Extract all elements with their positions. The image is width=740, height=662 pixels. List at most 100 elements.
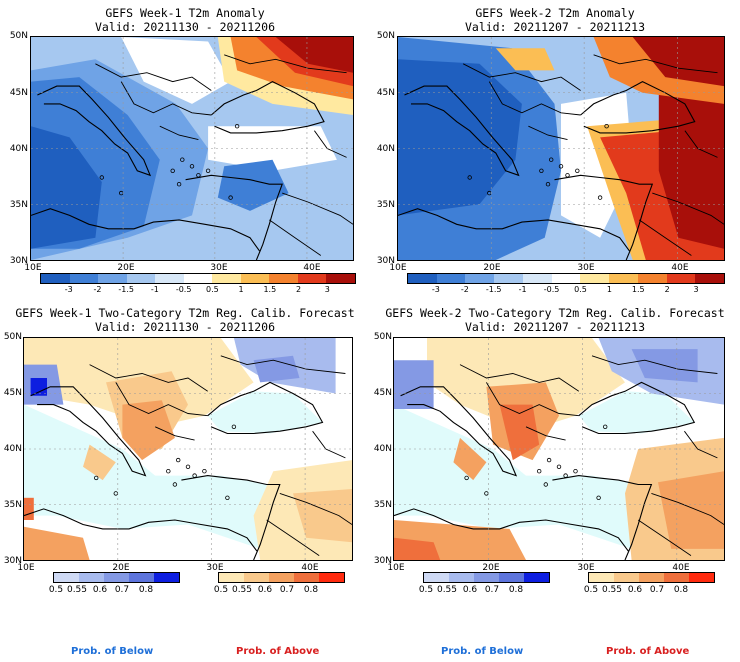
colorbar-swatch — [408, 274, 437, 283]
colorbar-label: 0.8 — [303, 585, 319, 595]
coastline — [552, 475, 653, 560]
colorbar-label: 0.8 — [508, 585, 524, 595]
island — [467, 175, 472, 180]
colorbar-swatch — [54, 573, 79, 582]
lon-label: 20E — [117, 263, 135, 273]
map-svg — [398, 37, 724, 260]
country-border — [115, 382, 208, 417]
island — [556, 464, 562, 469]
colorbar-swatch — [269, 274, 298, 283]
field-region — [24, 497, 34, 520]
field-region — [632, 37, 724, 87]
lon-label: 10E — [24, 263, 42, 273]
colorbar-swatch — [580, 274, 610, 283]
field-region — [495, 48, 555, 71]
prob-above-title: Prob. of Above — [606, 646, 690, 657]
panel-title: GEFS Week-2 Two-Category T2m Reg. Calib.… — [385, 306, 725, 320]
country-border — [638, 219, 692, 256]
map-svg — [394, 338, 724, 560]
island — [543, 482, 548, 487]
country-border — [95, 63, 212, 91]
colorbar-swatch — [614, 573, 639, 582]
colorbar-swatch — [589, 573, 614, 582]
field-region — [83, 444, 116, 481]
panel-week1-probability: GEFS Week-1 Two-Category T2m Reg. Calib.… — [0, 300, 370, 662]
lat-label: 35N — [373, 500, 392, 510]
country-border — [684, 430, 718, 459]
island — [180, 157, 185, 162]
colorbar-label: 0.6 — [257, 585, 273, 595]
country-border — [528, 125, 568, 141]
lat-label: 45N — [3, 388, 22, 398]
colorbar-swatch — [240, 274, 270, 283]
coastline — [578, 381, 696, 435]
panel-week2-anomaly: GEFS Week-2 T2m Anomaly Valid: 20211207 … — [370, 0, 740, 300]
island — [602, 424, 608, 429]
colorbar-label: 0.55 — [601, 585, 623, 595]
colorbar-label: 2 — [295, 285, 302, 294]
colorbar-swatch — [494, 274, 523, 283]
coastline — [37, 85, 152, 177]
country-border — [120, 81, 212, 116]
field-region — [207, 391, 323, 434]
country-border — [266, 519, 320, 556]
island — [548, 157, 554, 162]
colorbar-swatch — [609, 274, 638, 283]
lon-label: 10E — [389, 263, 407, 273]
coastlines-and-borders — [31, 37, 353, 260]
colorbar-label: -1 — [150, 285, 159, 294]
lat-label: 45N — [9, 88, 28, 98]
colorbar-label: 1 — [606, 285, 612, 294]
country-border — [651, 492, 724, 525]
country-border — [593, 54, 718, 74]
coastline — [394, 508, 629, 552]
country-border — [220, 355, 346, 374]
above-probability-colorbar — [588, 572, 715, 583]
colorbar-swatch — [154, 573, 179, 582]
coastline — [207, 381, 324, 435]
coastlines-and-borders — [398, 37, 724, 260]
colorbar-swatch — [449, 573, 474, 582]
panel-valid-dates: Valid: 20211130 - 20211206 — [94, 320, 275, 334]
map-svg — [24, 338, 352, 560]
lat-label: 40N — [9, 144, 28, 154]
field-region — [121, 37, 231, 104]
lon-label: 40E — [672, 563, 690, 573]
colorbar-label: -1 — [518, 285, 527, 294]
anomaly-colorbar — [407, 273, 725, 284]
colorbar-swatch — [524, 573, 549, 582]
panel-valid-dates: Valid: 20211130 - 20211206 — [94, 20, 275, 34]
coastlines-and-borders — [394, 338, 724, 560]
country-border — [155, 426, 195, 441]
island — [575, 168, 580, 173]
country-border — [637, 519, 692, 556]
country-border — [486, 382, 579, 417]
island — [596, 495, 601, 500]
island — [228, 195, 233, 200]
colorbar-swatch — [689, 573, 714, 582]
island — [546, 457, 552, 463]
lon-label: 20E — [483, 263, 501, 273]
colorbar-swatch — [212, 274, 241, 283]
field-region — [658, 81, 724, 249]
island — [99, 175, 104, 180]
island — [536, 468, 542, 474]
colorbar-swatch — [436, 274, 466, 283]
colorbar-swatch — [639, 573, 664, 582]
field-region — [394, 537, 441, 560]
island — [185, 464, 191, 469]
colorbar-label: 0.8 — [138, 585, 154, 595]
colorbar-swatch — [79, 573, 104, 582]
island — [234, 123, 240, 129]
island — [558, 164, 564, 169]
colorbar-swatch — [269, 573, 294, 582]
colorbar-swatch — [499, 573, 524, 582]
country-border — [279, 492, 352, 525]
lon-label: 30E — [210, 263, 228, 273]
colorbar-label: -1.5 — [118, 285, 134, 294]
island — [464, 475, 469, 481]
country-border — [159, 125, 199, 141]
island — [166, 468, 171, 474]
country-border — [488, 81, 581, 116]
colorbar-swatch — [41, 274, 70, 283]
